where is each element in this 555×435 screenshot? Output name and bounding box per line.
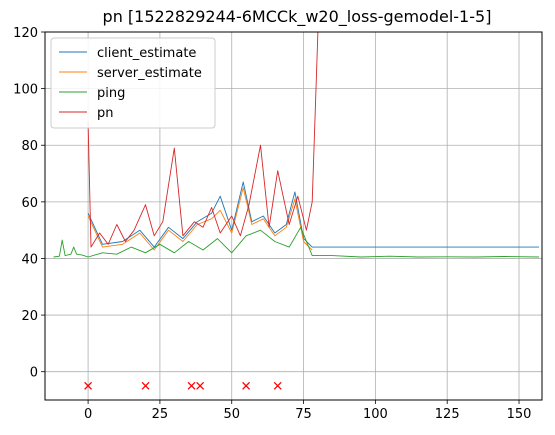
loss-marker — [242, 381, 251, 390]
y-tick-label: 100 — [13, 83, 38, 98]
axes-frame — [44, 31, 543, 401]
loss-marker — [196, 381, 205, 390]
legend-label-pn: pn — [97, 106, 114, 121]
series-line-server_estimate — [87, 187, 313, 251]
x-axis: 0 25 50 75 100 125 150 — [84, 400, 531, 422]
x-tick-label: 125 — [435, 407, 460, 422]
loss-marker — [273, 381, 282, 390]
y-tick-label: 40 — [21, 252, 38, 267]
legend-box — [50, 37, 216, 129]
loss-marker — [84, 381, 93, 390]
legend-label-client_estimate: client_estimate — [97, 46, 196, 61]
y-tick-label: 80 — [21, 139, 38, 154]
loss-markers — [84, 381, 282, 390]
series-line-ping — [53, 226, 540, 258]
legend-label-ping: ping — [97, 86, 125, 101]
y-tick-label: 20 — [21, 309, 38, 324]
y-tick-label: 60 — [21, 196, 38, 211]
x-tick-label: 100 — [363, 407, 388, 422]
legend-label-server_estimate: server_estimate — [97, 66, 202, 81]
x-tick-label: 75 — [295, 407, 312, 422]
loss-marker — [187, 381, 196, 390]
x-tick-label: 0 — [84, 407, 92, 422]
series-line-client_estimate — [87, 181, 540, 248]
y-tick-label: 120 — [13, 26, 38, 41]
x-tick-label: 50 — [223, 407, 240, 422]
x-tick-label: 25 — [152, 407, 169, 422]
x-tick-label: 150 — [507, 407, 532, 422]
loss-marker — [141, 381, 150, 390]
chart-title: pn [1522829244-6MCCk_w20_loss-gemodel-1-… — [103, 7, 492, 27]
y-tick-label: 0 — [30, 366, 38, 381]
y-axis: 0 20 40 60 80 100 120 — [13, 26, 45, 381]
